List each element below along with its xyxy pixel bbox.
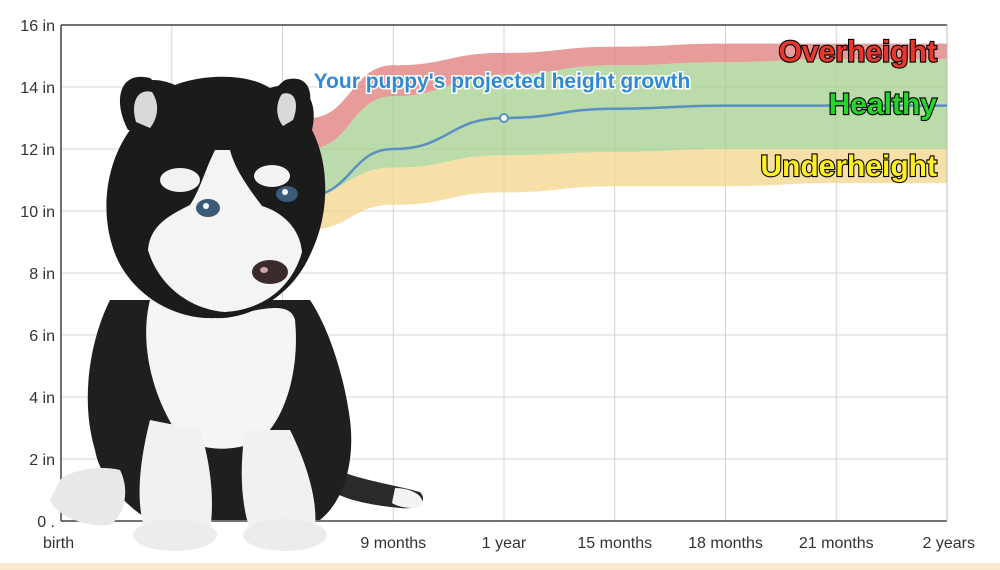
projected-height-marker xyxy=(499,113,509,123)
band-overheight xyxy=(308,43,947,149)
y-tick-label: 2 in xyxy=(29,452,55,469)
y-tick-label: 12 in xyxy=(20,142,55,159)
x-tick-label: 15 months xyxy=(577,535,652,552)
y-tick-label: 16 in xyxy=(20,18,55,35)
x-tick-label: 18 months xyxy=(688,535,763,552)
x-tick-label: 9 months xyxy=(360,535,426,552)
x-tick-label: birth xyxy=(43,535,74,552)
band-healthy xyxy=(308,59,947,193)
projected-height-line xyxy=(308,104,947,197)
x-tick-label: 2 years xyxy=(923,535,975,552)
y-tick-label: 4 in xyxy=(29,390,55,407)
puppy-body xyxy=(50,76,424,551)
band-underheight xyxy=(308,149,947,230)
band-label-overheight: Overheight xyxy=(779,35,937,68)
x-tick-label: 1 year xyxy=(482,535,527,552)
band-label-underheight: Underheight xyxy=(760,150,937,183)
y-tick-label: 14 in xyxy=(20,80,55,97)
bottom-strip xyxy=(0,563,1000,570)
y-tick-label: 6 in xyxy=(29,328,55,345)
x-tick-label: 21 months xyxy=(799,535,874,552)
band-label-healthy: Healthy xyxy=(829,88,938,121)
y-tick-label: 0 . xyxy=(37,514,55,531)
y-tick-label: 10 in xyxy=(20,204,55,221)
projected-height-label: Your puppy's projected height growth xyxy=(314,70,691,93)
y-tick-label: 8 in xyxy=(29,266,55,283)
